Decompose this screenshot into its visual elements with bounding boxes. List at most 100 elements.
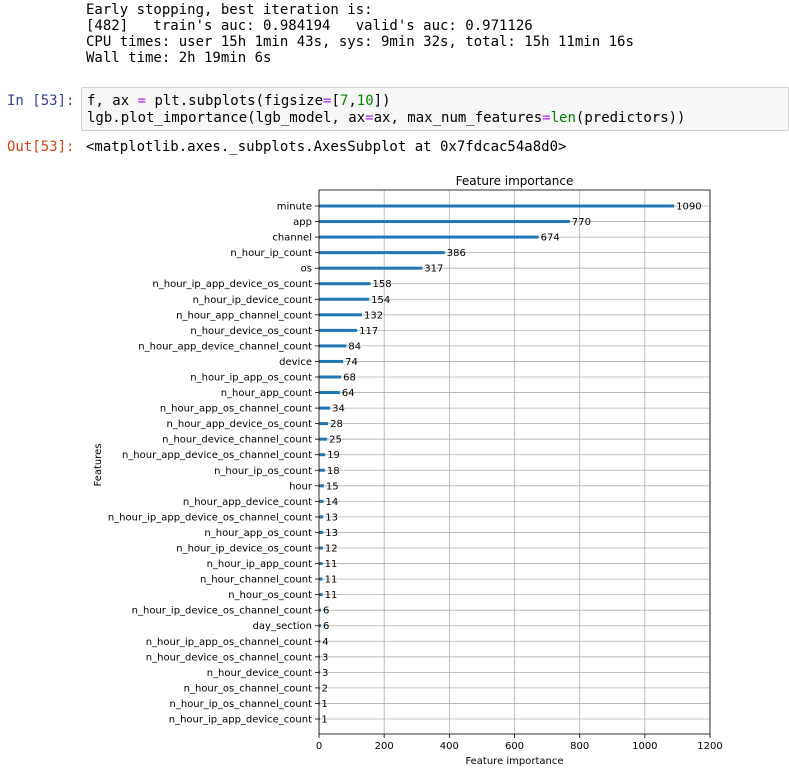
code-line: f, ax = plt.subplots(figsize=[7,10]) [87,93,685,110]
bar-value-label: 154 [371,295,390,306]
code-token: len [550,110,576,126]
y-tick-label: n_hour_device_os_channel_count [146,652,312,663]
bar-value-label: 13 [325,512,338,523]
stream-line: [482] train's auc: 0.984194 valid's auc:… [86,18,533,34]
y-tick-label: n_hour_ip_app_device_os_channel_count [108,512,312,523]
importance-bar [319,375,342,379]
code-token: f, ax [87,93,138,109]
bar-value-label: 6 [323,606,329,617]
bar-value-label: 158 [372,279,391,290]
importance-bar [319,359,344,363]
code-token: = [137,93,147,109]
bar-value-label: 25 [329,435,342,446]
y-tick-label: n_hour_app_count [221,388,312,399]
importance-bar [319,437,328,441]
y-tick-label: n_hour_ip_os_count [214,466,312,477]
stream-output: Early stopping, best iteration is: [482] … [86,2,634,66]
importance-bar [319,297,370,301]
output-repr: <matplotlib.axes._subplots.AxesSubplot a… [86,139,567,155]
importance-bar [319,484,324,488]
x-tick-label: 800 [570,741,589,752]
bar-value-label: 1 [321,715,327,726]
code-token: = [365,110,374,126]
importance-bar [319,639,321,643]
y-tick-label: app [293,217,312,228]
bar-value-label: 674 [541,233,560,244]
bar-value-label: 317 [424,264,443,275]
y-tick-label: n_hour_ip_app_os_channel_count [146,637,312,648]
importance-bar [319,624,321,628]
importance-bar [319,468,325,472]
code-token: ax, max_num_features [373,110,543,126]
plot-frame [318,189,711,735]
importance-bar [319,655,320,659]
y-tick-label: hour [289,481,313,492]
y-tick-label: n_hour_ip_app_count [207,559,312,570]
y-tick-label: n_hour_app_device_os_count [167,419,313,430]
code-token: = [323,93,332,109]
importance-bar [319,499,324,503]
y-tick-label: n_hour_os_count [228,590,312,601]
code-input-area[interactable]: f, ax = plt.subplots(figsize=[7,10]) lgb.… [81,87,789,131]
bar-value-label: 64 [342,388,355,399]
bar-value-label: 1090 [676,202,701,213]
chart-title: Feature importance [456,174,574,188]
code-token: lgb.plot_importance(lgb_model, ax [87,110,366,126]
bar-value-label: 132 [364,310,383,321]
importance-bar [319,453,326,457]
y-tick-label: n_hour_ip_app_device_os_count [152,279,312,290]
stream-line: Wall time: 2h 19min 6s [86,50,272,66]
output-prompt: Out[53]: [7,139,75,155]
importance-bar [319,344,347,348]
x-tick-label: 0 [316,741,322,752]
code-token: 10 [356,93,374,109]
bar-value-label: 3 [322,668,328,679]
bar-value-label: 68 [343,373,356,384]
importance-bar [319,608,321,612]
y-tick-label: n_hour_ip_count [230,248,312,259]
importance-bar [319,282,371,286]
y-tick-label: n_hour_app_os_count [204,528,312,539]
importance-bar [319,251,445,255]
code-token: plt.subplots(figsize [146,93,324,109]
x-tick-label: 200 [375,741,394,752]
stream-line: CPU times: user 15h 1min 43s, sys: 9min … [86,34,634,50]
importance-bar [319,530,324,534]
importance-bar [319,391,340,395]
importance-bar [319,593,323,597]
y-tick-label: n_hour_app_device_count [183,497,312,508]
y-tick-label: n_hour_app_device_os_channel_count [122,450,312,461]
bar-value-label: 12 [325,544,338,555]
bar-value-label: 11 [325,590,338,601]
y-tick-label: device [279,357,312,368]
y-tick-label: n_hour_device_channel_count [162,435,312,446]
code-editor[interactable]: f, ax = plt.subplots(figsize=[7,10]) lgb.… [87,93,685,127]
y-tick-label: n_hour_channel_count [200,575,312,586]
bar-value-label: 6 [323,621,329,632]
importance-bar [319,313,363,317]
importance-bar [319,422,329,426]
y-tick-label: day_section [253,621,312,632]
code-token: ]) [373,93,391,109]
x-tick-label: 600 [505,741,524,752]
bar-value-label: 4 [322,637,328,648]
importance-bar [319,562,323,566]
y-tick-label: n_hour_ip_device_os_channel_count [132,606,312,617]
y-tick-label: n_hour_ip_device_count [193,295,313,306]
bar-value-label: 74 [345,357,358,368]
y-tick-label: n_hour_ip_device_os_count [176,544,312,555]
bar-value-label: 1 [321,699,327,710]
bar-value-label: 2 [322,683,328,694]
bar-value-label: 117 [359,326,378,337]
y-tick-label: n_hour_device_os_count [190,326,312,337]
importance-bar [319,406,331,410]
bar-value-label: 28 [330,419,343,430]
importance-bar [319,515,324,519]
bar-value-label: 15 [326,481,339,492]
input-prompt: In [53]: [7,93,75,109]
bar-value-label: 84 [348,341,361,352]
code-token: = [542,110,551,126]
x-axis-label: Feature importance [465,756,563,767]
stream-line: Early stopping, best iteration is: [86,2,373,18]
y-tick-label: n_hour_ip_os_channel_count [170,699,313,710]
